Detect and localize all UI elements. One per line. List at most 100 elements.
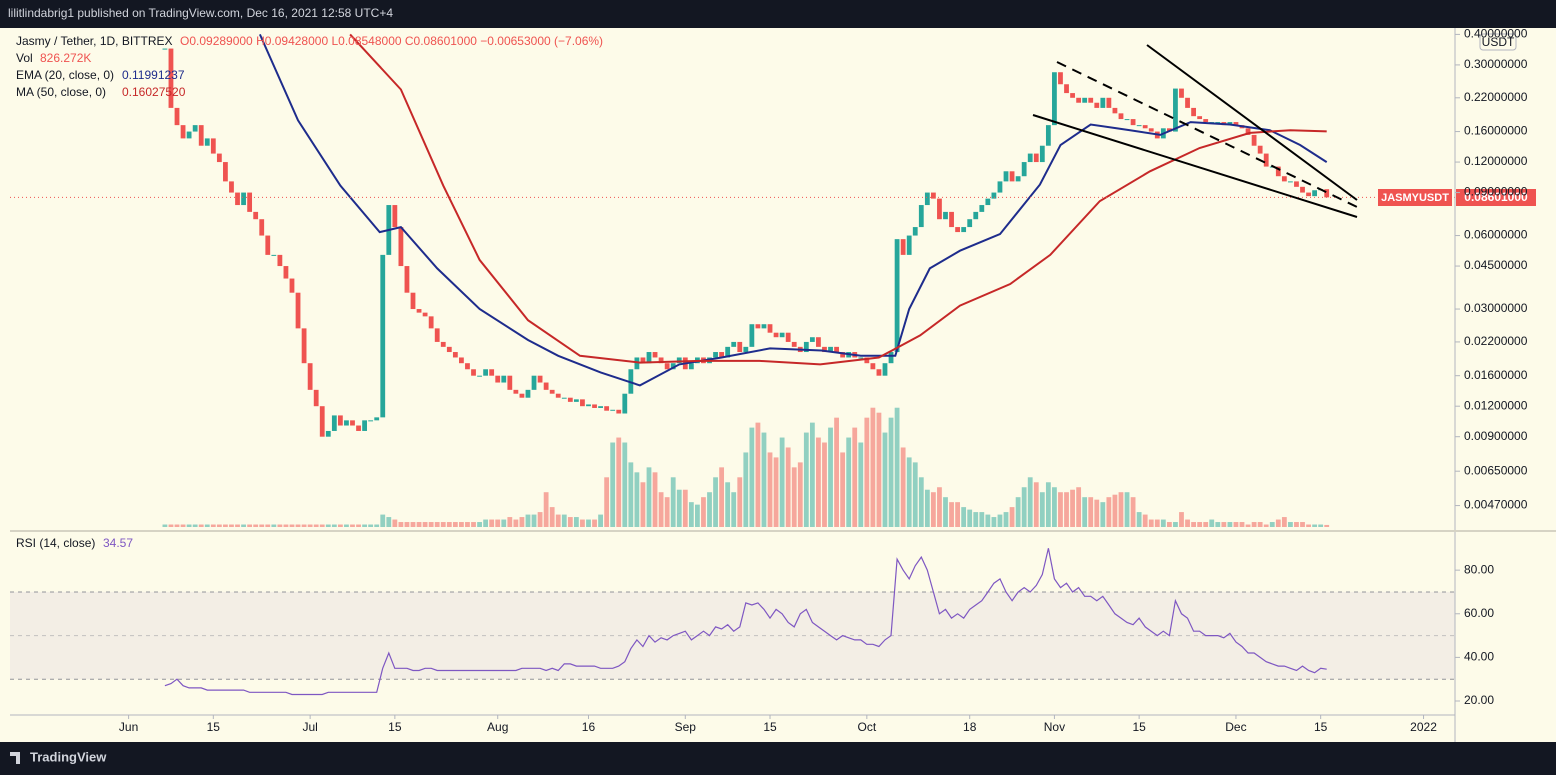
volume-bar [350, 524, 355, 527]
volume-bar [767, 452, 773, 527]
symbol: Jasmy / Tether, 1D, BITTREX [16, 34, 173, 48]
volume-bar [410, 522, 416, 527]
volume-bar [912, 462, 918, 527]
volume-bar [380, 514, 386, 527]
candle [906, 235, 912, 255]
candle [567, 397, 573, 402]
candle [773, 332, 779, 338]
volume-bar [253, 524, 259, 527]
candle [1275, 166, 1281, 177]
volume-bar [495, 519, 501, 527]
volume-bar [1209, 519, 1215, 527]
volume-bar [307, 524, 313, 527]
trend-line [1056, 61, 1358, 208]
candle [870, 363, 876, 370]
candle [1215, 122, 1221, 124]
ema-value: 0.11991237 [122, 68, 185, 82]
volume-bar [943, 497, 948, 527]
candle [471, 369, 476, 376]
candle [477, 375, 482, 377]
vol-name: Vol [16, 51, 33, 65]
volume-bar [1154, 519, 1160, 527]
volume-bar [779, 437, 785, 527]
candle [828, 346, 833, 353]
candle [991, 192, 997, 199]
candle [658, 357, 664, 364]
candle [791, 341, 797, 347]
candle [1058, 72, 1063, 85]
candle [531, 375, 537, 390]
candle [410, 292, 416, 310]
candle [271, 254, 277, 256]
candle [368, 420, 374, 422]
candle [785, 332, 791, 342]
candle [1185, 97, 1190, 108]
volume-bar [870, 407, 876, 527]
candle [1124, 119, 1130, 121]
candle [247, 192, 253, 212]
x-tick-label: 16 [582, 720, 596, 734]
volume-bar [1251, 522, 1257, 527]
y-tick-label: 0.04500000 [1464, 258, 1528, 272]
volume-bar [1136, 512, 1142, 527]
candle [168, 48, 174, 108]
candle [555, 393, 561, 398]
volume-bar [1039, 492, 1045, 527]
volume-bar [1294, 522, 1299, 527]
volume-bar [549, 507, 555, 527]
candle [507, 375, 513, 390]
volume-bar [301, 524, 307, 527]
volume-bar [265, 524, 271, 527]
volume-bar [247, 524, 253, 527]
candle [289, 278, 295, 293]
vol-value: 826.272K [40, 51, 91, 65]
volume-bar [192, 524, 198, 527]
chart-area [0, 28, 1556, 742]
volume-bar [1221, 522, 1227, 527]
candle [876, 369, 882, 376]
candle [725, 346, 731, 358]
candle [930, 192, 936, 199]
volume-bar [1324, 524, 1330, 527]
volume-bar [785, 447, 791, 527]
volume-bar [398, 522, 404, 527]
volume-bar [271, 524, 277, 527]
candle [1106, 97, 1112, 108]
candle [997, 181, 1003, 193]
candle [1112, 107, 1118, 114]
candle [719, 352, 725, 358]
candle [465, 363, 470, 370]
volume-bar [259, 524, 265, 527]
candle [1263, 153, 1269, 167]
candle [307, 363, 313, 390]
volume-bar [295, 524, 301, 527]
candle [1094, 102, 1100, 108]
volume-bar [1239, 522, 1245, 527]
candle [295, 292, 301, 329]
candle [319, 406, 325, 437]
volume-bar [846, 437, 852, 527]
volume-bar [580, 519, 585, 527]
candle [918, 205, 924, 228]
volume-bar [864, 417, 870, 527]
x-tick-label: Jul [302, 720, 317, 734]
volume-bar [1142, 514, 1148, 527]
volume-bar [1257, 522, 1263, 527]
volume-bar [664, 497, 670, 527]
header-text: lilitlindabrig1 published on TradingView… [8, 6, 393, 20]
candle [313, 389, 319, 407]
candle [924, 192, 930, 206]
volume-bar [1027, 477, 1033, 527]
volume-bar [1233, 522, 1239, 527]
volume-bar [1148, 519, 1154, 527]
volume-bar [1269, 522, 1275, 527]
candle [646, 352, 652, 364]
rsi-value: 34.57 [103, 536, 133, 550]
volume-bar [900, 447, 906, 527]
volume-bar [483, 519, 489, 527]
volume-bar [356, 524, 361, 527]
volume-bar [1076, 487, 1082, 527]
candle [404, 266, 410, 293]
candle [616, 409, 622, 414]
